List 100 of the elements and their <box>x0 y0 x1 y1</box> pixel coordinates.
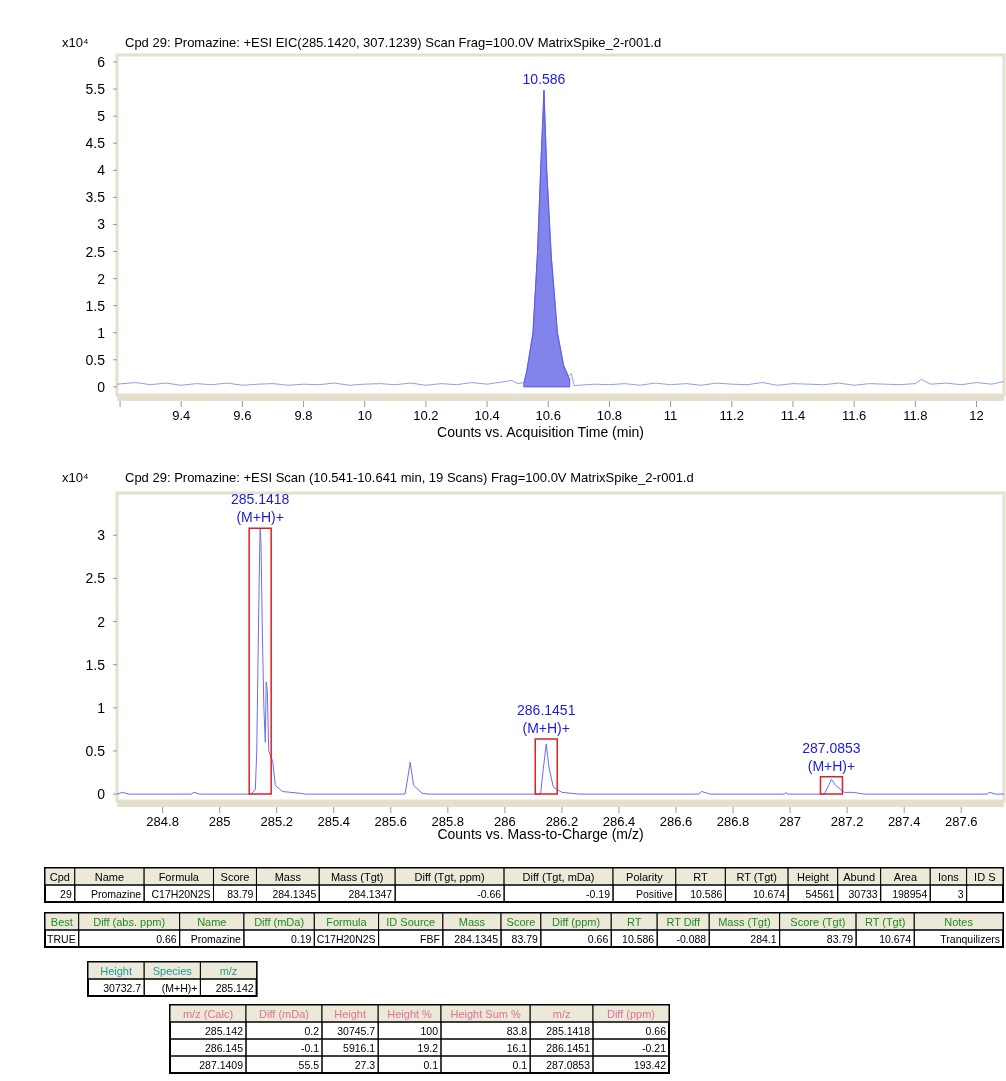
x-tick-label: 285.6 <box>374 814 408 829</box>
x-tick-label: 286.6 <box>659 814 693 829</box>
chart-title: Cpd 29: Promazine: +ESI Scan (10.541-10.641 min, 19 Scans) Frag=100.0V MatrixSpike_2-r001.d <box>125 470 694 485</box>
text: 284.1347 <box>348 887 393 900</box>
text: 0.66 <box>156 932 177 945</box>
y-tick-label: 3 <box>97 216 106 233</box>
y-tick-label: 2.5 <box>85 243 106 260</box>
text: 198954 <box>892 887 928 900</box>
category-label: ID S <box>974 870 996 883</box>
y-tick-label: 3 <box>97 527 106 544</box>
category-label: ID Source <box>386 915 436 928</box>
y-tick-label: 4 <box>97 162 106 179</box>
x-tick-label: 11.4 <box>780 408 806 423</box>
x-axis-title: Counts vs. Acquisition Time (min) <box>437 424 644 440</box>
category-label: RT <box>693 870 709 883</box>
category-label: Abund <box>843 870 876 883</box>
text: 287.1409 <box>199 1058 243 1071</box>
text: 0.1 <box>423 1058 438 1071</box>
y-tick-label: 1 <box>97 324 106 341</box>
y-tick-label: 3.5 <box>85 189 106 206</box>
category-label: Cpd <box>49 870 70 883</box>
text: 285.142 <box>215 981 254 994</box>
x-tick-label: 287.2 <box>830 814 864 829</box>
text: 0.19 <box>290 932 312 945</box>
category-label: Score <box>506 915 536 928</box>
text: 27.3 <box>354 1058 376 1071</box>
y-tick-label: 1.5 <box>85 656 106 673</box>
category-label: Species <box>152 964 193 977</box>
category-label: Notes <box>944 915 974 928</box>
text: 285.1418 <box>546 1024 590 1037</box>
annotation: 285.1418 (M+H)+ <box>230 491 290 526</box>
text: -0.1 <box>300 1041 319 1054</box>
text: 30733 <box>848 887 878 900</box>
category-label: Mass (Tgt) <box>718 915 771 928</box>
annotation: 287.0853 (M+H)+ <box>802 739 861 774</box>
y-tick-label: 6 <box>97 54 106 71</box>
x-tick-label: 10.8 <box>596 408 623 423</box>
x-tick-label: 287.4 <box>887 814 921 829</box>
category-label: Diff (Tgt, ppm) <box>414 870 485 883</box>
line-series <box>116 527 1005 795</box>
x-tick-label: 9.6 <box>233 408 252 423</box>
category-label: Mass <box>274 870 302 883</box>
category-label: Area <box>893 870 918 883</box>
x-tick-label: 286.4 <box>602 814 636 829</box>
text: 83.79 <box>227 887 254 900</box>
text: 284.1345 <box>454 932 499 945</box>
category-label: Diff (ppm) <box>606 1007 656 1020</box>
category-label: Mass (Tgt) <box>330 870 384 883</box>
text: 5916.1 <box>343 1041 376 1054</box>
text: -0.66 <box>477 887 502 900</box>
text: Tranquilizers <box>940 932 1000 945</box>
category-label: Diff (abs. ppm) <box>93 915 166 928</box>
x-tick-label: 285.4 <box>317 814 351 829</box>
text: FBF <box>420 932 440 945</box>
text: Promazine <box>190 932 241 945</box>
x-tick-label: 11.2 <box>719 408 744 423</box>
x-tick-label: 10.6 <box>535 408 561 423</box>
category-label: RT <box>626 915 642 928</box>
annotation: 10.586 <box>522 71 566 88</box>
text: 0.66 <box>587 932 609 945</box>
x-tick-label: 11.8 <box>903 408 928 423</box>
y-axis-title: x10⁴ <box>62 35 89 50</box>
y-tick-label: 2 <box>97 270 106 287</box>
x-tick-label: 284.8 <box>146 814 179 829</box>
x-tick-label: 10 <box>357 408 372 423</box>
text: 54561 <box>805 887 835 900</box>
x-tick-label: 286.2 <box>545 814 579 829</box>
text: 0.66 <box>645 1024 666 1037</box>
x-tick-label: 285 <box>208 814 231 829</box>
text: (M+H)+ <box>161 981 198 994</box>
category-label: RT (Tgt) <box>864 915 906 928</box>
y-tick-label: 4.5 <box>85 135 106 152</box>
category-label: Diff (ppm) <box>552 915 601 928</box>
text: 193.42 <box>633 1058 666 1071</box>
category-label: Score <box>220 870 250 883</box>
category-label: Name <box>94 870 125 883</box>
text: -0.19 <box>586 887 611 900</box>
y-tick-label: 5 <box>97 108 106 125</box>
text: 286.145 <box>205 1041 243 1054</box>
y-axis-title: x10⁴ <box>62 470 89 485</box>
y-tick-label: 5.5 <box>85 81 106 98</box>
text: 286.1451 <box>546 1041 590 1054</box>
category-label: Mass <box>458 915 486 928</box>
y-tick-label: 1.5 <box>85 297 106 314</box>
category-label: RT (Tgt) <box>736 870 778 883</box>
text: 10.586 <box>622 932 655 945</box>
x-tick-label: 286.8 <box>716 814 750 829</box>
text: 285.142 <box>205 1024 243 1037</box>
x-tick-label: 11 <box>663 408 678 423</box>
text: 10.674 <box>879 932 912 945</box>
text: 0.2 <box>304 1024 319 1037</box>
category-label: Diff (mDa) <box>254 915 305 928</box>
text: Positive <box>636 887 673 900</box>
y-tick-label: 0 <box>97 378 106 395</box>
category-label: Diff (mDa) <box>259 1007 309 1020</box>
text: 100 <box>420 1024 438 1037</box>
text: 16.1 <box>506 1041 528 1054</box>
category-label: Diff (Tgt, mDa) <box>522 870 595 883</box>
x-tick-label: 11.6 <box>841 408 867 423</box>
text: 29 <box>60 887 72 900</box>
